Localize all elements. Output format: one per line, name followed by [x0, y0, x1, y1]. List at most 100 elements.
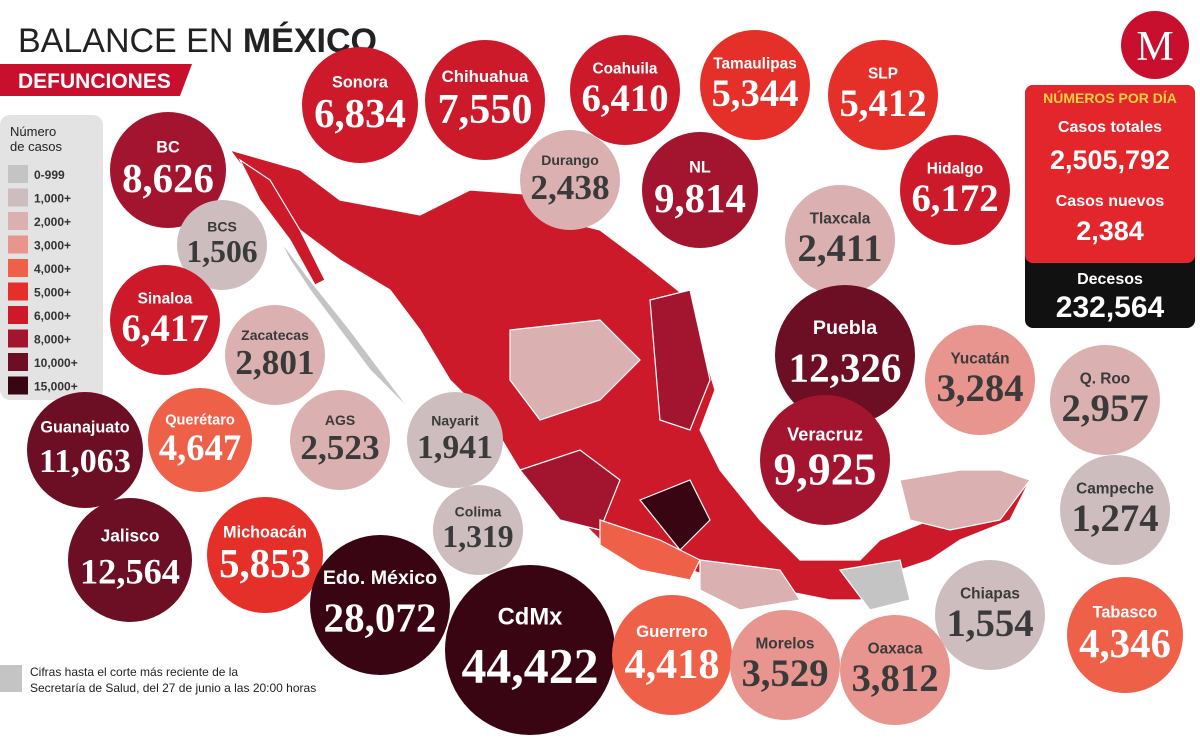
state-name: Edo. México [323, 567, 437, 589]
bubble-circle [110, 265, 220, 375]
state-bubble: Puebla 12,326 [775, 285, 915, 425]
legend-swatch [8, 165, 28, 183]
state-bubble: Jalisco 12,564 [68, 498, 192, 622]
state-name: Campeche [1076, 481, 1154, 498]
state-bubbles: Sonora6,834Chihuahua7,550Coahuila6,410Ta… [27, 30, 1183, 735]
state-value: 3,812 [851, 657, 938, 700]
bubble-circle [642, 132, 758, 248]
bubble-circle [68, 498, 192, 622]
legend-label: 0-999 [34, 168, 65, 182]
bubble-circle [785, 185, 895, 295]
state-name: NL [689, 159, 711, 177]
legend-label: 5,000+ [34, 286, 71, 300]
state-name: Tamaulipas [713, 56, 797, 73]
state-name: Durango [541, 152, 599, 168]
state-name: Michoacán [223, 524, 307, 542]
logo-letter: M [1136, 24, 1173, 70]
state-value: 7,550 [437, 86, 532, 133]
bubble-circle [27, 392, 143, 508]
footnote: Secretaría de Salud, del 27 de junio a l… [30, 681, 316, 695]
bubble-circle [177, 200, 267, 290]
state-value: 3,284 [936, 367, 1023, 410]
bubble-circle [302, 47, 418, 163]
baja-california [238, 158, 326, 286]
state-name: Veracruz [787, 425, 863, 445]
bubble-circle [935, 560, 1045, 670]
durango-zacatecas [509, 319, 641, 421]
state-value: 5,853 [219, 541, 311, 586]
legend-label: 1,000+ [34, 192, 71, 206]
state-bubble: NL9,814 [642, 132, 758, 248]
bubble-circle [730, 610, 840, 720]
state-value: 2,438 [530, 168, 609, 207]
state-name: Sinaloa [138, 291, 193, 308]
state-name: Q. Roo [1080, 371, 1130, 388]
legend-label: 3,000+ [34, 239, 71, 253]
bubble-circle [310, 535, 450, 675]
map [228, 148, 1031, 611]
bubble-circle [445, 565, 615, 735]
state-bubble: CdMx 44,422 [445, 565, 615, 735]
guerrero [599, 519, 701, 581]
state-name: Chihuahua [442, 67, 529, 86]
daily-value: 2,505,792 [1050, 145, 1170, 175]
daily-label: Casos totales [1058, 119, 1162, 136]
state-name: Coahuila [593, 61, 658, 78]
state-value: 44,422 [461, 638, 598, 693]
state-value: 5,344 [711, 72, 798, 115]
title: BALANCE EN MÉXICO [18, 22, 377, 60]
state-name: SLP [868, 66, 898, 83]
state-name: Jalisco [101, 525, 160, 545]
bubble-circle [148, 388, 252, 492]
bubble-circle [1060, 455, 1170, 565]
state-value: 2,411 [798, 227, 883, 270]
state-value: 2,801 [235, 343, 314, 382]
state-name: CdMx [498, 604, 564, 631]
bubble-circle [570, 35, 680, 145]
state-bubble: Edo. México 28,072 [310, 535, 450, 675]
bubble-circle [700, 30, 810, 140]
legend-title: de casos [10, 139, 63, 154]
state-value: 3,529 [741, 652, 828, 695]
yucatan-peninsula [899, 469, 1031, 531]
bubble-circle [425, 40, 545, 160]
state-name: Querétaro [165, 412, 235, 428]
daily-value: 2,384 [1076, 216, 1144, 246]
legend-label: 4,000+ [34, 262, 71, 276]
state-value: 12,564 [80, 552, 180, 592]
legend-label: 15,000+ [34, 380, 78, 394]
subtitle: DEFUNCIONES [18, 70, 171, 93]
state-name: Chiapas [960, 586, 1020, 603]
state-value: 8,626 [122, 156, 214, 201]
state-value: 1,506 [186, 234, 257, 269]
footnote-swatch [0, 665, 22, 692]
bubble-circle [775, 285, 915, 425]
state-value: 1,941 [417, 429, 493, 466]
bubble-circle [433, 485, 523, 575]
state-value: 1,554 [946, 602, 1033, 645]
bubble-circle [1050, 345, 1160, 455]
baja-california-sur [279, 239, 421, 421]
bubble-circle [1067, 577, 1183, 693]
legend-swatch [8, 329, 28, 348]
state-value: 6,417 [121, 307, 208, 350]
state-value: 5,412 [839, 82, 926, 125]
state-value: 6,172 [911, 177, 998, 220]
daily-title: NÚMEROS POR DÍA [1043, 89, 1177, 106]
bubble-circle [612, 595, 732, 715]
state-value: 4,418 [624, 641, 719, 688]
